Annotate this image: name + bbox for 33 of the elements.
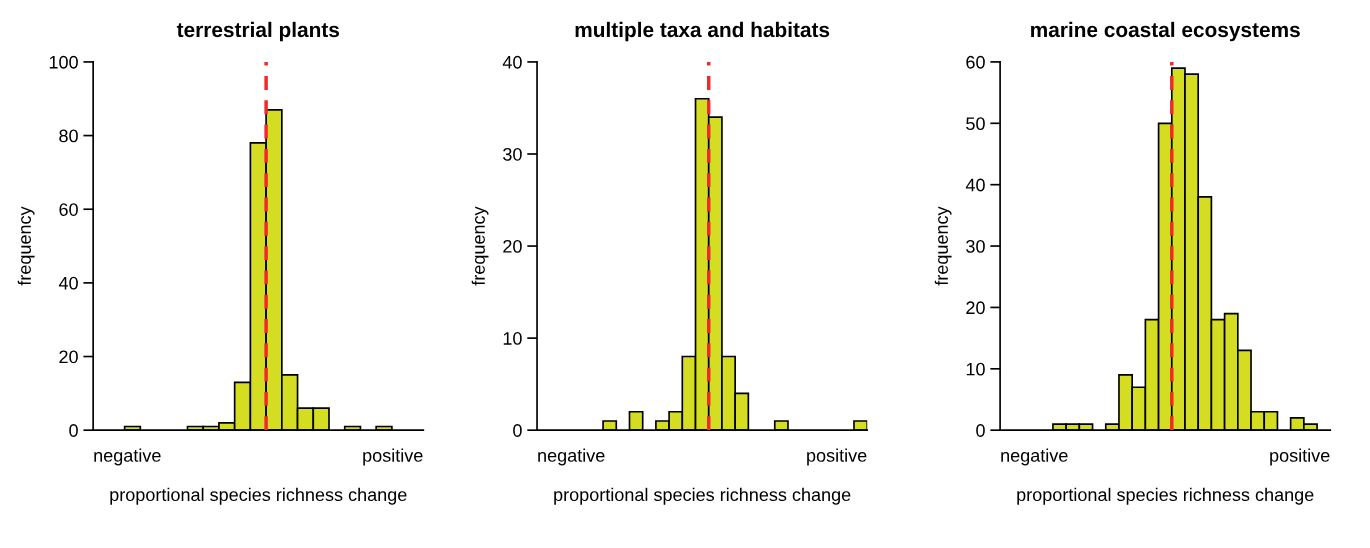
y-tick-label: 100: [49, 55, 78, 69]
text: negative: [94, 448, 161, 466]
y-tick-label: 20: [503, 239, 522, 253]
text: positive: [363, 448, 423, 466]
y-tick-label: 40: [502, 55, 522, 69]
y-tick-label: 80: [59, 129, 78, 143]
y-tick-label: 20: [966, 301, 985, 315]
x-axis-title: proportional species richness change: [554, 487, 851, 505]
x-axis-title: proportional species richness change: [1017, 487, 1314, 505]
x-axis-title: proportional species richness change: [110, 487, 407, 505]
y-tick-label: 0: [513, 424, 522, 437]
text: negative: [538, 448, 605, 466]
chart-title: marine coastal ecosystems: [1031, 21, 1300, 42]
y-tick-label: 20: [59, 350, 78, 364]
y-tick-label: 0: [69, 424, 78, 437]
y-tick-label: 40: [58, 276, 78, 290]
y-tick-label: 60: [59, 203, 78, 216]
y-tick-label: 60: [966, 55, 985, 69]
y-axis-title: frequency: [934, 206, 952, 286]
text: positive: [807, 448, 867, 466]
y-axis-title: frequency: [471, 206, 489, 286]
chart-title: terrestrial plants: [176, 21, 340, 42]
chart-title: multiple taxa and habitats: [575, 21, 830, 42]
y-tick-label: 50: [966, 117, 985, 131]
y-tick-label: 30: [966, 239, 985, 253]
y-tick-label: 0: [976, 424, 985, 437]
text: negative: [1001, 448, 1068, 466]
y-axis-title: frequency: [17, 206, 35, 286]
text: positive: [1270, 448, 1330, 466]
y-tick-label: 40: [965, 178, 985, 192]
y-tick-label: 10: [503, 332, 522, 345]
y-tick-label: 30: [503, 147, 522, 161]
y-tick-label: 10: [966, 362, 985, 376]
